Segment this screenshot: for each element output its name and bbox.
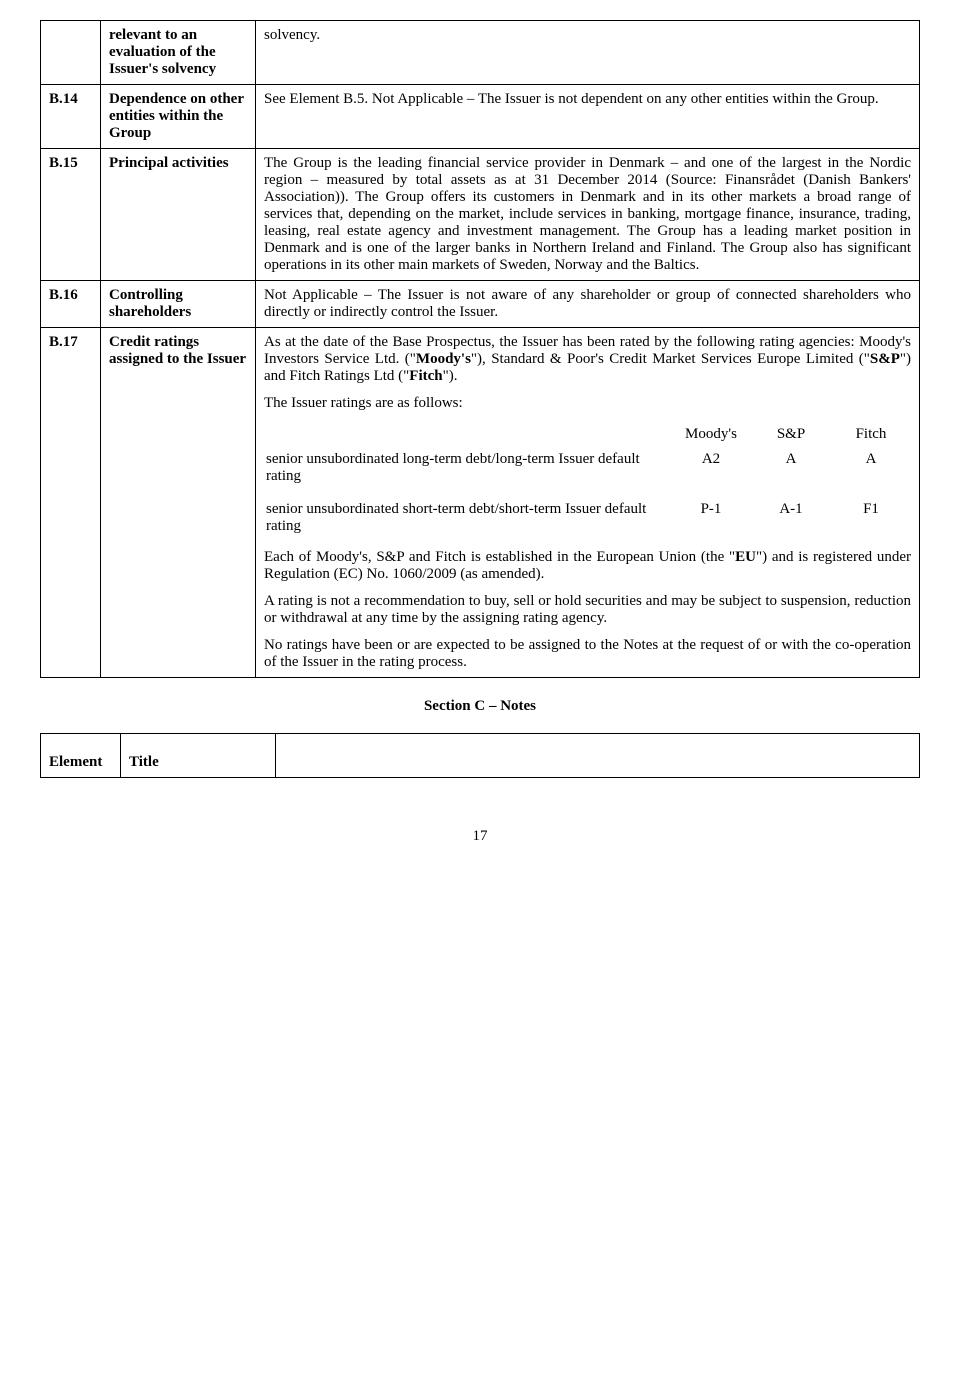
- paragraph: The Issuer ratings are as follows:: [264, 395, 911, 412]
- section-c-title-header: Title: [121, 734, 276, 778]
- ratings-table: Moody's S&P Fitch senior unsubordinated …: [264, 422, 911, 539]
- element-title: Controlling shareholders: [101, 281, 256, 328]
- element-code: B.14: [41, 85, 101, 149]
- ratings-value: F1: [831, 497, 911, 539]
- ratings-value: A: [831, 447, 911, 489]
- ratings-header-sp: S&P: [751, 422, 831, 447]
- ratings-row-label: senior unsubordinated short-term debt/sh…: [264, 497, 671, 539]
- table-row: B.17 Credit ratings assigned to the Issu…: [41, 328, 920, 678]
- ratings-value: A-1: [751, 497, 831, 539]
- element-description: Not Applicable – The Issuer is not aware…: [256, 281, 920, 328]
- paragraph: As at the date of the Base Prospectus, t…: [264, 334, 911, 385]
- ratings-row-label: senior unsubordinated long-term debt/lon…: [264, 447, 671, 489]
- paragraph: A rating is not a recommendation to buy,…: [264, 593, 911, 627]
- element-description: The Group is the leading financial servi…: [256, 149, 920, 281]
- element-description: See Element B.5. Not Applicable – The Is…: [256, 85, 920, 149]
- table-row: B.16 Controlling shareholders Not Applic…: [41, 281, 920, 328]
- element-description: As at the date of the Base Prospectus, t…: [256, 328, 920, 678]
- section-c-table: Element Title: [40, 733, 920, 778]
- element-code: B.15: [41, 149, 101, 281]
- element-title: Dependence on other entities within the …: [101, 85, 256, 149]
- ratings-value: P-1: [671, 497, 751, 539]
- element-code: B.16: [41, 281, 101, 328]
- ratings-header-fitch: Fitch: [831, 422, 911, 447]
- element-code: [41, 21, 101, 85]
- ratings-header-moodys: Moody's: [671, 422, 751, 447]
- ratings-value: A2: [671, 447, 751, 489]
- element-code: B.17: [41, 328, 101, 678]
- section-c-empty-cell: [276, 734, 920, 778]
- table-row: relevant to an evaluation of the Issuer'…: [41, 21, 920, 85]
- table-row: B.14 Dependence on other entities within…: [41, 85, 920, 149]
- section-c-element-header: Element: [41, 734, 121, 778]
- element-title: Principal activities: [101, 149, 256, 281]
- paragraph: Each of Moody's, S&P and Fitch is establ…: [264, 549, 911, 583]
- element-title: relevant to an evaluation of the Issuer'…: [101, 21, 256, 85]
- element-description: solvency.: [256, 21, 920, 85]
- table-row: B.15 Principal activities The Group is t…: [41, 149, 920, 281]
- ratings-value: A: [751, 447, 831, 489]
- summary-table: relevant to an evaluation of the Issuer'…: [40, 20, 920, 678]
- section-c-title: Section C – Notes: [40, 698, 920, 715]
- paragraph: No ratings have been or are expected to …: [264, 637, 911, 671]
- element-title: Credit ratings assigned to the Issuer: [101, 328, 256, 678]
- page-number: 17: [40, 828, 920, 845]
